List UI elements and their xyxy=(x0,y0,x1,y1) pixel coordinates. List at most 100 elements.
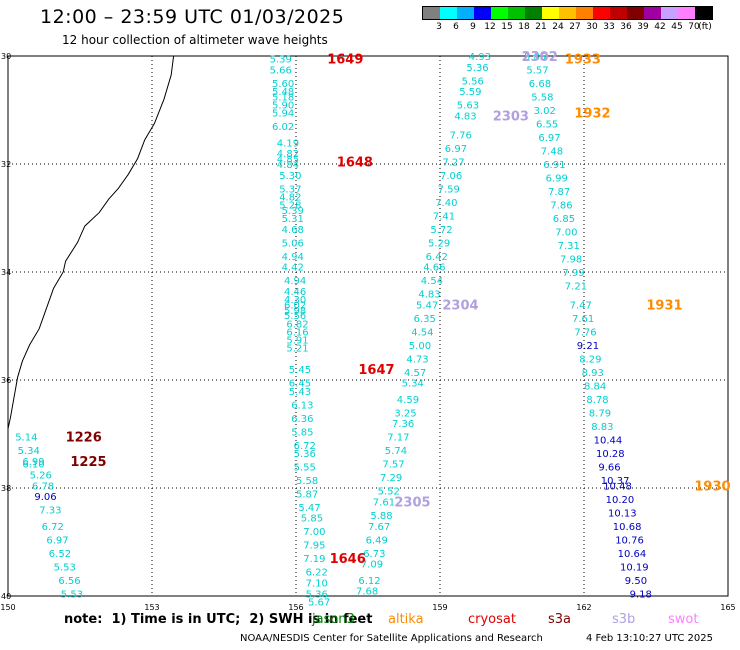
swh-value: 5.56 xyxy=(462,76,484,87)
color-scale-label: 36 xyxy=(620,22,632,32)
swh-value: 7.86 xyxy=(550,201,572,212)
swh-value: 10.64 xyxy=(618,549,647,560)
swh-value: 6.97 xyxy=(445,144,467,155)
swh-value: 4.42 xyxy=(282,263,304,274)
swh-value: 4.82 xyxy=(279,192,301,203)
color-swatch xyxy=(661,7,678,19)
swh-value: 4.84 xyxy=(277,160,299,171)
swh-value: 7.48 xyxy=(541,147,563,158)
lat-tick-label: 38 xyxy=(1,484,11,493)
color-swatch xyxy=(542,7,559,19)
swh-value: 5.87 xyxy=(296,489,318,500)
page-title: 12:00 – 23:59 UTC 01/03/2025 xyxy=(40,6,345,28)
swh-value: 4.46 xyxy=(284,287,306,298)
pass-time-label: 2302 xyxy=(522,50,558,65)
swh-value: 7.67 xyxy=(368,522,390,533)
footer-credit: NOAA/NESDIS Center for Satellite Applica… xyxy=(240,633,543,644)
swh-value: 10.76 xyxy=(615,535,644,546)
swh-value: 5.58 xyxy=(296,476,318,487)
color-scale-label: 70 xyxy=(688,22,700,32)
swh-value: 5.34 xyxy=(18,446,40,457)
swh-value: 7.09 xyxy=(361,560,383,571)
color-scale-label: 9 xyxy=(470,22,476,32)
swh-value: 6.45 xyxy=(289,379,311,390)
swh-value: 7.95 xyxy=(303,541,325,552)
swh-value: 6.22 xyxy=(306,568,328,579)
swh-value: 5.59 xyxy=(459,87,481,98)
swh-value: 6.52 xyxy=(49,549,71,560)
color-scale-label: 27 xyxy=(569,22,581,32)
swh-value: 6.02 xyxy=(272,122,294,133)
swh-value: 9.18 xyxy=(630,589,652,600)
pass-time-label: 1930 xyxy=(694,479,730,494)
color-scale-label: 21 xyxy=(535,22,547,32)
swh-value: 7.36 xyxy=(392,419,414,430)
swh-value: 5.28 xyxy=(279,201,301,212)
pass-time-label: 1649 xyxy=(327,53,363,68)
color-scale-label: 39 xyxy=(637,22,649,32)
swh-value: 5.00 xyxy=(409,341,431,352)
swh-value: 7.27 xyxy=(442,157,464,168)
swh-value: 10.44 xyxy=(594,435,623,446)
color-swatch xyxy=(474,7,491,19)
swh-value: 4.68 xyxy=(282,225,304,236)
swh-value: 6.72 xyxy=(294,441,316,452)
swh-value: 6.78 xyxy=(32,481,54,492)
color-swatch xyxy=(559,7,576,19)
pass-time-label: 1932 xyxy=(574,107,610,122)
swh-value: 4.57 xyxy=(404,368,426,379)
swh-value: 6.12 xyxy=(358,576,380,587)
lon-tick-label: 156 xyxy=(288,603,303,612)
color-swatch xyxy=(457,7,474,19)
swh-value: 6.55 xyxy=(536,120,558,131)
swh-value: 4.30 xyxy=(284,295,306,306)
swh-value: 10.20 xyxy=(606,495,635,506)
swh-value: 4.54 xyxy=(421,276,443,287)
swh-value: 7.19 xyxy=(303,554,325,565)
swh-value: 10.37 xyxy=(601,476,630,487)
swh-value: 4.83 xyxy=(418,290,440,301)
swh-value: 6.13 xyxy=(291,400,313,411)
color-scale-label: 30 xyxy=(586,22,598,32)
pass-time-label: 1226 xyxy=(66,431,102,446)
pass-time-label: 2303 xyxy=(493,109,529,124)
color-swatch xyxy=(610,7,627,19)
color-swatch xyxy=(627,7,644,19)
lon-tick-label: 162 xyxy=(576,603,591,612)
swh-value: 5.36 xyxy=(306,589,328,600)
swh-value: 5.57 xyxy=(526,66,548,77)
swh-value: 6.49 xyxy=(366,535,388,546)
swh-value: 5.60 xyxy=(272,79,294,90)
swh-value: 7.29 xyxy=(380,473,402,484)
color-swatch xyxy=(576,7,593,19)
lat-tick-label: 36 xyxy=(1,376,11,385)
swh-value: 10.13 xyxy=(608,508,637,519)
swh-value: 4.19 xyxy=(277,138,299,149)
swh-value: 5.85 xyxy=(301,514,323,525)
swh-value: 5.98 xyxy=(284,306,306,317)
swh-value: 5.29 xyxy=(428,238,450,249)
swh-value: 5.85 xyxy=(291,427,313,438)
swh-value: 5.63 xyxy=(457,101,479,112)
swh-value: 6.02 xyxy=(284,300,306,311)
footer-timestamp: 4 Feb 13:10:27 UTC 2025 xyxy=(586,633,713,644)
swh-value: 5.18 xyxy=(272,93,294,104)
swh-value: 7.21 xyxy=(565,282,587,293)
swh-value: 7.40 xyxy=(435,198,457,209)
satellite-legend-item: jason3 xyxy=(312,612,355,627)
swh-value: 4.59 xyxy=(397,395,419,406)
pass-time-label: 2304 xyxy=(442,298,478,313)
footer-note: note: 1) Time is in UTC; 2) SWH is in fe… xyxy=(64,612,373,627)
swh-value: 5.06 xyxy=(282,238,304,249)
satellite-legend-item: s3a xyxy=(548,612,572,627)
swh-value: 7.98 xyxy=(560,255,582,266)
pass-time-label: 1647 xyxy=(358,363,394,378)
lon-tick-label: 165 xyxy=(720,603,735,612)
swh-value: 5.85 xyxy=(524,52,546,63)
swh-value: 7.33 xyxy=(39,506,61,517)
swh-value: 5.36 xyxy=(294,449,316,460)
swh-value: 8.79 xyxy=(589,408,611,419)
swh-value: 6.42 xyxy=(426,252,448,263)
swh-value: 7.61 xyxy=(373,498,395,509)
swh-value: 5.74 xyxy=(385,446,407,457)
